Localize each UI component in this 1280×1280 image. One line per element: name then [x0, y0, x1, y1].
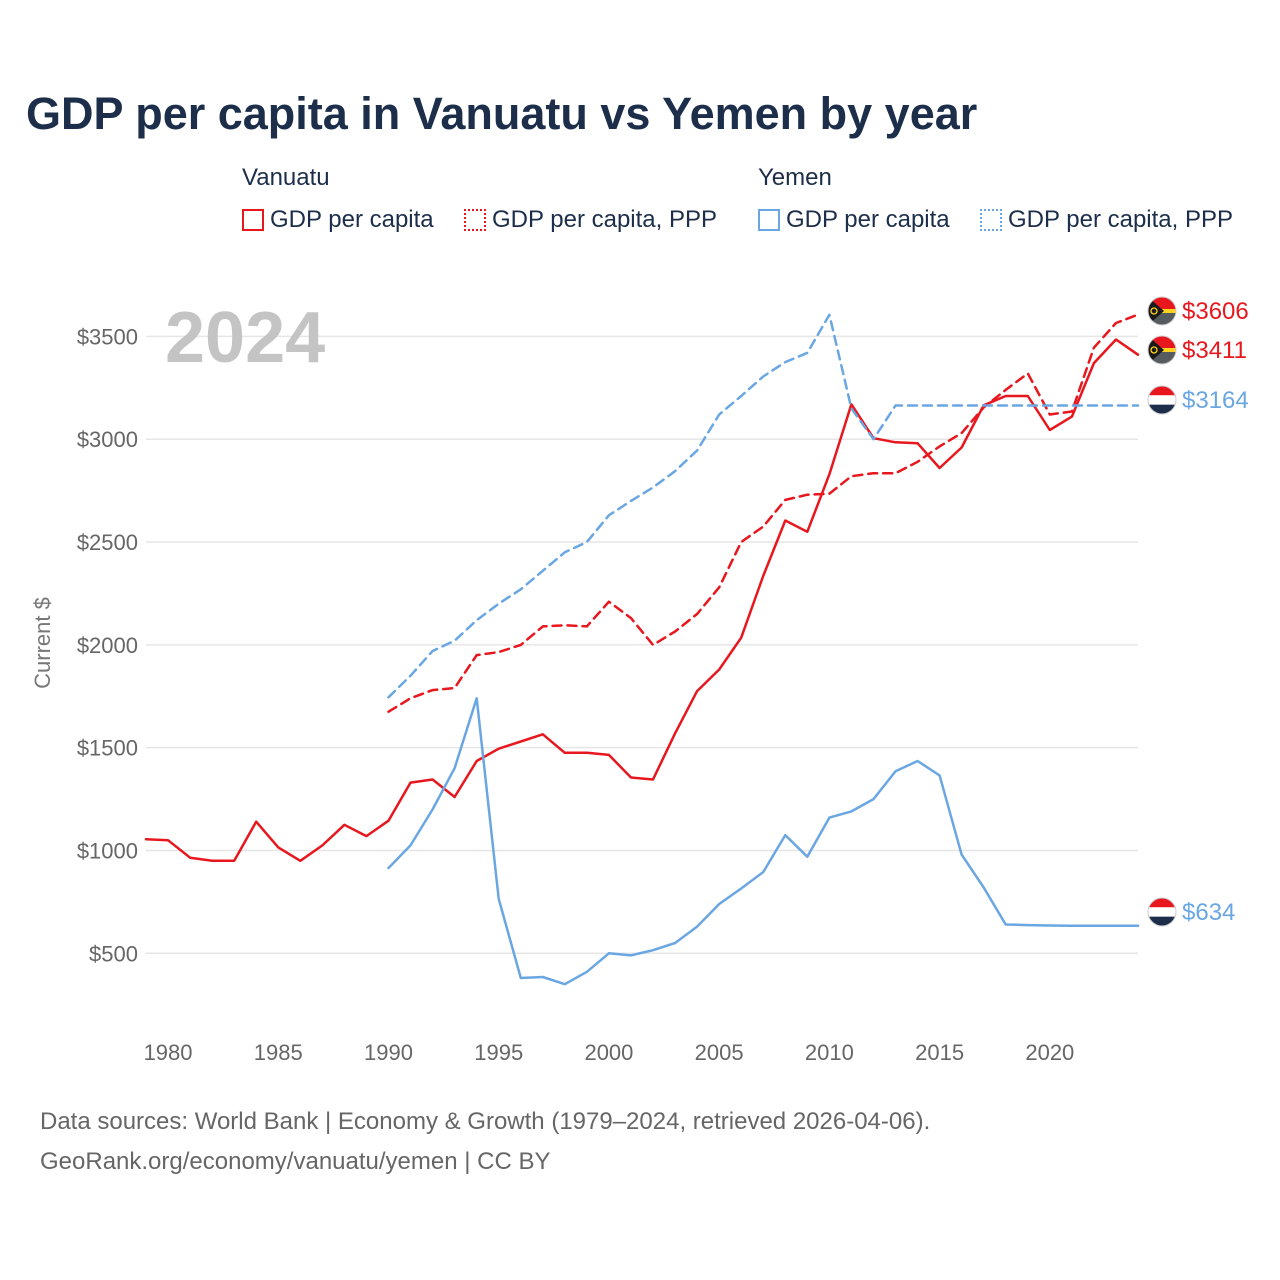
- yemen-flag-icon: [1148, 898, 1176, 926]
- flag-border: [1147, 385, 1177, 415]
- vanuatu-flag-icon: [1148, 336, 1176, 364]
- vanuatu-flag-icon: [1148, 297, 1176, 325]
- x-tick-label: 2020: [1025, 1040, 1074, 1065]
- legend-swatch-solid-red: [242, 209, 264, 231]
- legend-swatch-dotted-red: [464, 209, 486, 231]
- yemen-flag-icon: [1148, 386, 1176, 414]
- x-tick-label: 1990: [364, 1040, 413, 1065]
- series-line-vanuatu-gdp-per-capita[interactable]: [144, 338, 1140, 863]
- series-line-vanuatu-gdp-per-capita-ppp[interactable]: [387, 313, 1140, 713]
- source-text: Data sources: World Bank | Economy & Gro…: [40, 1108, 931, 1135]
- x-tick-label: 2005: [695, 1040, 744, 1065]
- legend-label: GDP per capita: [270, 206, 434, 233]
- end-value-label: $3606: [1182, 298, 1249, 325]
- chart-title: GDP per capita in Vanuatu vs Yemen by ye…: [26, 88, 978, 139]
- x-tick-label: 1995: [474, 1040, 523, 1065]
- legend-swatch-solid-blue: [758, 209, 780, 231]
- legend-item-vanuatu-gdp-ppp[interactable]: GDP per capita, PPP: [464, 205, 717, 235]
- source-url: GeoRank.org/economy/vanuatu/yemen | CC B…: [40, 1148, 551, 1175]
- legend-group-yemen: Yemen: [758, 164, 832, 191]
- y-tick-label: $500: [89, 941, 138, 966]
- legend-item-yemen-gdp[interactable]: GDP per capita: [758, 205, 950, 235]
- flag-border: [1147, 296, 1177, 326]
- y-tick-label: $1000: [77, 838, 138, 863]
- x-tick-label: 2000: [584, 1040, 633, 1065]
- y-tick-label: $3000: [77, 427, 138, 452]
- series-line-yemen-gdp-per-capita-ppp[interactable]: [387, 313, 1140, 699]
- legend-swatch-dotted-blue: [980, 209, 1002, 231]
- series-line-yemen-gdp-per-capita[interactable]: [387, 697, 1140, 986]
- y-tick-label: $1500: [77, 736, 138, 761]
- y-tick-label: $2500: [77, 530, 138, 555]
- end-value-label: $3164: [1182, 387, 1249, 414]
- legend-group-vanuatu: Vanuatu: [242, 164, 330, 191]
- legend-item-yemen-gdp-ppp[interactable]: GDP per capita, PPP: [980, 205, 1233, 235]
- line-chart: $500 $1000 $1500 $2000 $2500 $3000 $3500 1980 1…: [30, 296, 1249, 1065]
- y-axis-title: Current $: [30, 597, 55, 689]
- y-tick-label: $3500: [77, 324, 138, 349]
- flag-border: [1147, 335, 1177, 365]
- end-value-label: $3411: [1182, 337, 1247, 364]
- legend-item-vanuatu-gdp[interactable]: GDP per capita: [242, 205, 434, 235]
- year-label: 2024: [165, 298, 325, 378]
- legend-label: GDP per capita, PPP: [1008, 206, 1233, 233]
- end-value-label: $634: [1182, 899, 1235, 926]
- flag-border: [1147, 897, 1177, 927]
- y-tick-label: $2000: [77, 633, 138, 658]
- legend-label: GDP per capita, PPP: [492, 206, 717, 233]
- x-tick-label: 1985: [254, 1040, 303, 1065]
- x-tick-label: 1980: [144, 1040, 193, 1065]
- x-tick-label: 2015: [915, 1040, 964, 1065]
- x-tick-label: 2010: [805, 1040, 854, 1065]
- legend-label: GDP per capita: [786, 206, 950, 233]
